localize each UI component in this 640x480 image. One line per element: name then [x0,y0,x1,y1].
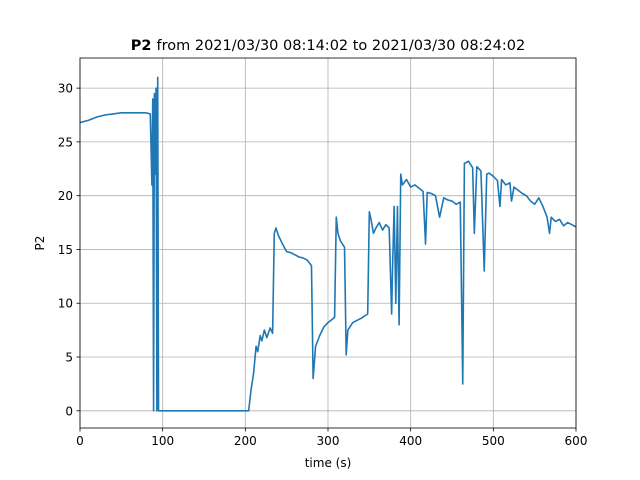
y-tick-label: 0 [65,404,73,418]
y-axis-label: P2 [33,236,47,251]
y-tick-label: 5 [65,351,73,365]
x-axis-label: time (s) [305,456,352,470]
plot-frame [79,57,577,429]
x-tick-label: 400 [399,434,422,448]
y-tick-label: 30 [58,82,73,96]
x-tick-label: 0 [76,434,84,448]
y-tick-label: 10 [58,297,73,311]
y-tick-label: 15 [58,243,73,257]
y-tick-label: 25 [58,135,73,149]
x-tick-label: 100 [151,434,174,448]
x-tick-label: 300 [317,434,340,448]
y-tick-label: 20 [58,189,73,203]
x-tick-label: 500 [482,434,505,448]
title-bold: P2 [131,38,152,54]
x-tick-label: 200 [234,434,257,448]
x-tick-label: 600 [565,434,588,448]
data-line [79,76,577,412]
title-rest: from 2021/03/30 08:14:02 to 2021/03/30 0… [156,38,525,54]
chart-title: P2 from 2021/03/30 08:14:02 to 2021/03/30… [131,38,525,54]
